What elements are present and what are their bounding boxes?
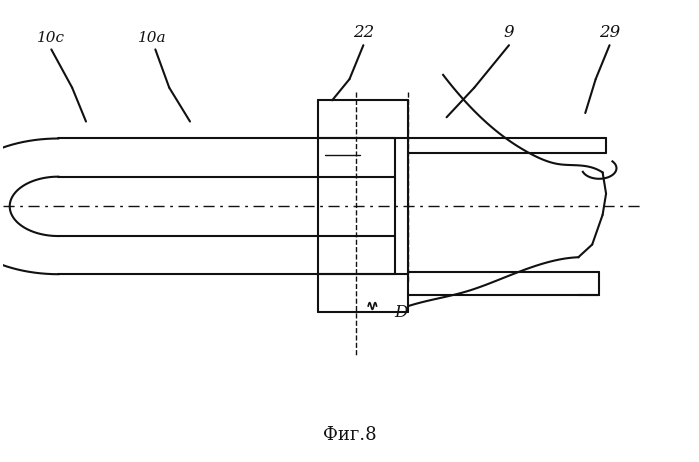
Text: 10a: 10a [138,31,166,45]
Text: 29: 29 [599,24,620,41]
Text: D: D [394,304,408,321]
Text: 9: 9 [504,24,514,41]
Text: Фиг.8: Фиг.8 [323,426,376,444]
Text: 10c: 10c [37,31,65,45]
Text: 22: 22 [353,24,374,41]
